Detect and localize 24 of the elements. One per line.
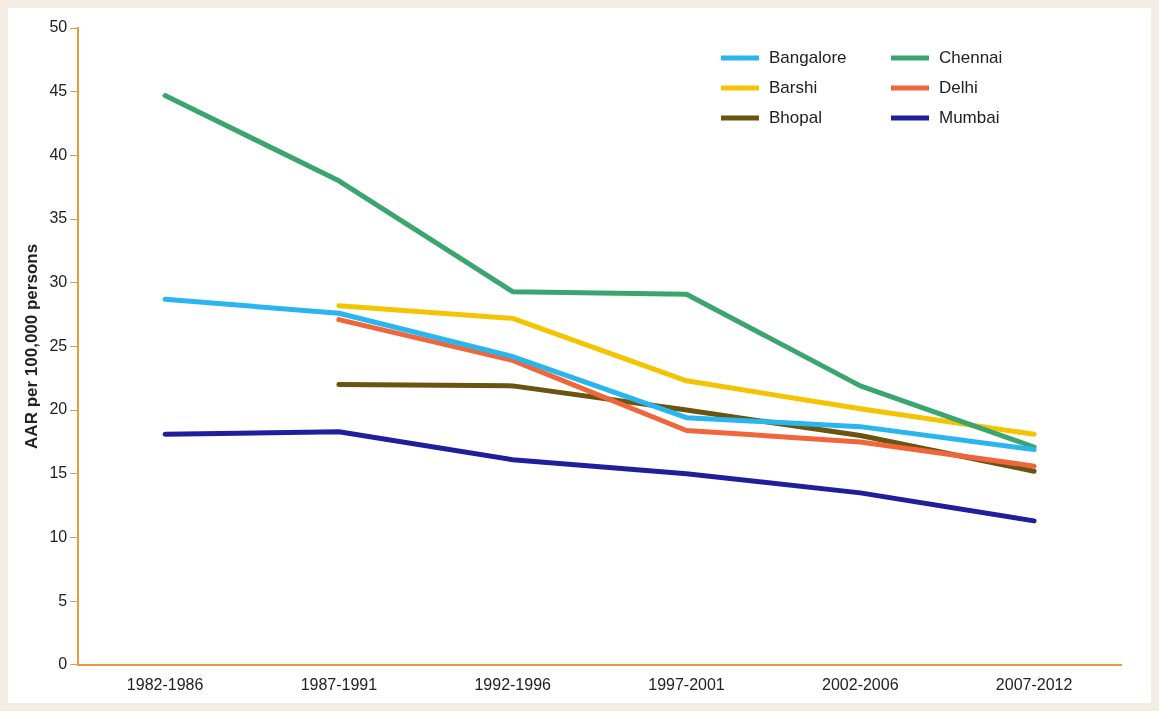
- y-tick-label: 0: [58, 655, 68, 673]
- x-tick-label: 1987-1991: [300, 675, 378, 693]
- y-tick-label: 40: [49, 145, 68, 163]
- legend-label: Barshi: [769, 77, 818, 97]
- x-tick-label: 1982-1986: [126, 675, 204, 693]
- legend-label: Delhi: [939, 77, 978, 97]
- x-tick-label: 2002-2006: [822, 675, 899, 693]
- y-tick-label: 50: [49, 18, 68, 36]
- legend-label: Bangalore: [769, 47, 847, 67]
- x-tick-label: 1992-1996: [474, 675, 552, 693]
- legend-label: Mumbai: [939, 107, 1000, 127]
- legend-label: Bhopal: [769, 107, 822, 127]
- x-tick-label: 2007-2012: [995, 675, 1073, 693]
- legend-label: Chennai: [939, 47, 1003, 67]
- y-tick-label: 25: [49, 336, 68, 354]
- y-tick-label: 35: [49, 209, 68, 227]
- y-axis-title: AAR per 100,000 persons: [21, 243, 41, 449]
- y-tick-label: 30: [49, 273, 68, 291]
- y-tick-label: 15: [49, 464, 68, 482]
- y-tick-label: 20: [49, 400, 68, 418]
- y-tick-label: 5: [58, 591, 68, 609]
- y-tick-label: 45: [49, 82, 68, 100]
- y-tick-label: 10: [49, 527, 68, 545]
- x-tick-label: 1997-2001: [648, 675, 725, 693]
